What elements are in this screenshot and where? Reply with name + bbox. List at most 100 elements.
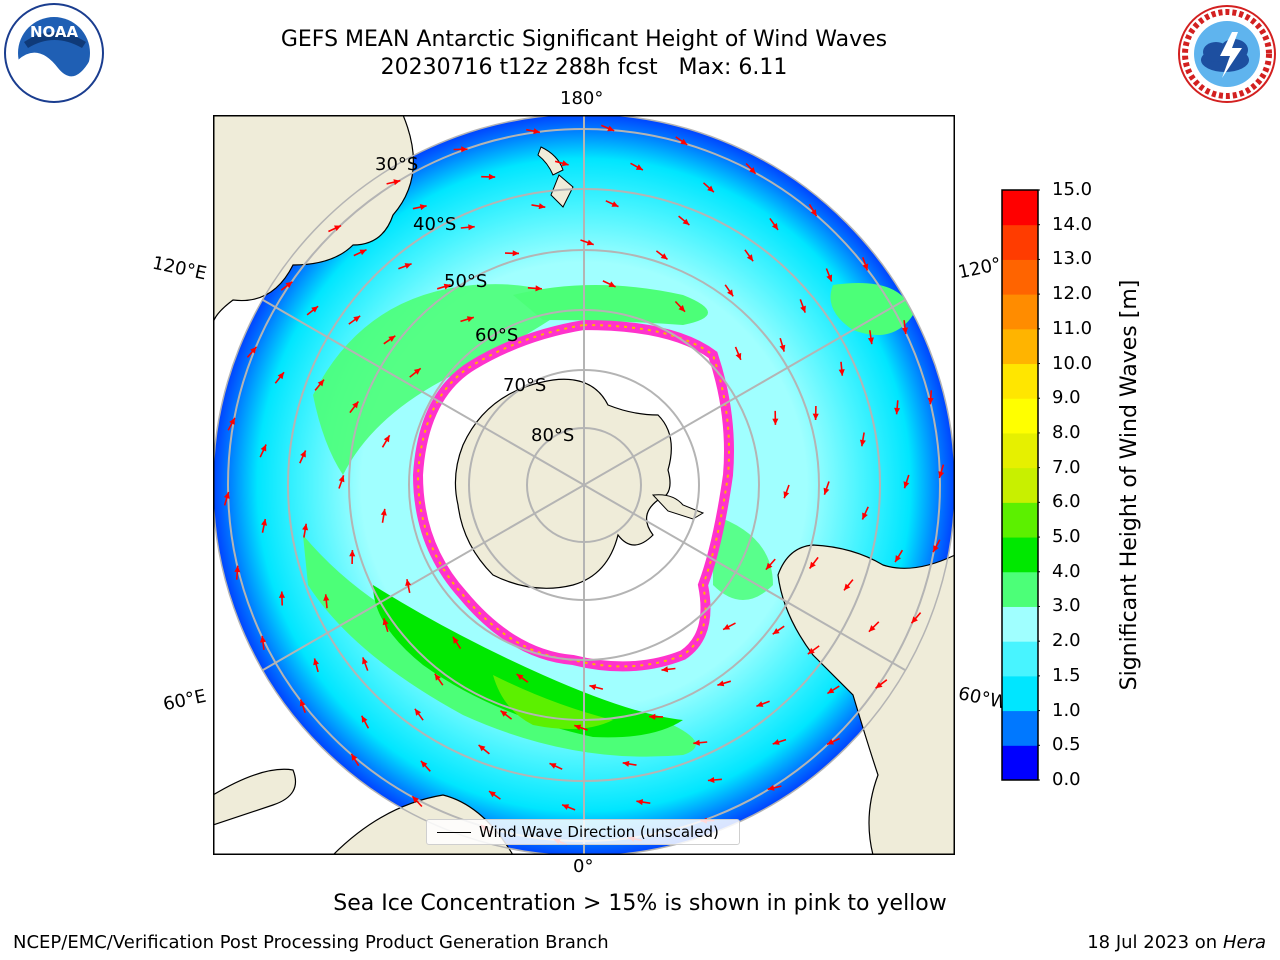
wave-arrow-head — [765, 562, 773, 570]
wave-arrow-head — [299, 699, 306, 707]
wave-arrow-head — [823, 487, 830, 495]
wave-arrow-head — [300, 450, 306, 458]
wave-arrow-head — [894, 407, 901, 415]
wave-arrow-head — [489, 791, 496, 798]
map-frame — [213, 115, 955, 855]
wave-arrow-head — [772, 418, 779, 425]
wave-arrow-head — [809, 561, 816, 569]
colorbar-tick-label: 8.0 — [1052, 421, 1081, 443]
wave-band — [830, 283, 913, 335]
colorbar-tick-label: 9.0 — [1052, 387, 1081, 409]
wave-arrow-head — [380, 508, 387, 516]
wave-arrow-head — [302, 523, 309, 531]
wave-arrow-head — [682, 218, 690, 225]
wave-arrow-head — [317, 379, 324, 387]
wave-arrow-head — [927, 397, 934, 405]
wave-arrow-head — [359, 249, 367, 256]
colorbar-tick-label: 4.0 — [1052, 560, 1081, 582]
colorbar-tick-label: 5.0 — [1052, 526, 1081, 548]
wave-arrow-head — [285, 281, 293, 288]
colorbar-segment — [1002, 294, 1038, 330]
wave-arrow-head — [812, 413, 819, 420]
wave-arrow-head — [443, 283, 451, 290]
wave-arrow-head — [574, 724, 582, 731]
antarctica-landmass — [454, 378, 672, 589]
wave-arrow-head — [680, 138, 688, 145]
wave-arrow-head — [549, 763, 557, 769]
wave-arrow-head — [746, 254, 754, 262]
wave-arrow-head — [756, 701, 764, 707]
footer-date: 18 Jul 2023 on Hera — [1087, 932, 1266, 953]
wave-arrow-head — [608, 281, 616, 287]
wave-arrow-head — [827, 687, 835, 694]
colorbar-segment — [1002, 641, 1038, 677]
wave-arrow-head — [351, 753, 358, 761]
wave-arrow-head — [535, 285, 542, 292]
wave-arrow-head — [707, 777, 715, 783]
wave-arrow-head — [875, 682, 883, 689]
colorbar — [1001, 189, 1040, 781]
wave-arrow-head — [420, 760, 428, 768]
lat-label-50s: 50°S — [444, 271, 487, 292]
wave-arrow-head — [349, 550, 356, 557]
wave-arrow-head — [727, 289, 734, 297]
wave-arrow-head — [807, 647, 815, 655]
colorbar-tick-label: 1.0 — [1052, 699, 1081, 721]
wave-arrow-head — [810, 209, 817, 217]
antarctic-peninsula — [651, 494, 705, 520]
chart-title: GEFS MEAN Antarctic Significant Height o… — [280, 27, 888, 52]
wave-arrow-head — [362, 657, 368, 665]
colorbar-tick-label: 13.0 — [1052, 248, 1093, 270]
colorbar-frame — [1001, 189, 1039, 781]
wave-arrow-head — [717, 680, 725, 687]
colorbar-segment — [1002, 190, 1038, 226]
lat-label-60s: 60°S — [475, 325, 518, 346]
colorbar-tick-label: 0.5 — [1052, 734, 1081, 756]
wave-arrow-head — [478, 745, 486, 752]
wave-arrow-head — [414, 708, 422, 716]
lat-label-80s: 80°S — [531, 425, 574, 446]
colorbar-segment — [1002, 571, 1038, 607]
wave-arrow-head — [772, 628, 780, 635]
wave-arrow-head — [383, 435, 390, 443]
legend-label: Wind Wave Direction (unscaled) — [479, 823, 719, 841]
wave-arrow-head — [260, 444, 267, 452]
wave-arrow-head — [466, 316, 474, 323]
footer-date-text: 18 Jul 2023 on — [1087, 932, 1223, 953]
wave-arrow-head — [827, 739, 834, 745]
sea-ice-caption: Sea Ice Concentration > 15% is shown in … — [333, 891, 947, 916]
wave-arrow-head — [636, 799, 644, 806]
wave-arrow-head — [334, 225, 341, 231]
wind-wave-arrows — [223, 124, 945, 846]
wave-arrow-head — [461, 146, 468, 153]
wave-arrow-head — [229, 417, 235, 425]
colorbar-tick-label: 11.0 — [1052, 317, 1093, 339]
colorbar-segment — [1002, 675, 1038, 712]
colorbar-tick-label: 14.0 — [1052, 213, 1093, 235]
wave-arrow-head — [826, 274, 833, 282]
footer-branch: NCEP/EMC/Verification Post Processing Pr… — [13, 932, 609, 953]
colorbar-segment — [1002, 224, 1038, 260]
colorbar-label: Significant Height of Wind Waves [m] — [1117, 279, 1142, 691]
wave-arrow-head — [468, 224, 475, 231]
colorbar-segment — [1002, 502, 1038, 538]
wave-arrow-head — [452, 636, 459, 644]
wave-arrow-head — [779, 344, 786, 352]
colorbar-tick-label: 10.0 — [1052, 352, 1093, 374]
wave-arrow-head — [772, 739, 780, 745]
lon-label-120e: 120°E — [150, 252, 209, 285]
wave-arrow-head — [538, 203, 546, 210]
wave-arrow-head — [500, 710, 508, 717]
legend-line-swatch — [437, 832, 471, 833]
wave-arrow-head — [678, 305, 685, 312]
lat-label-30s: 30°S — [375, 154, 418, 175]
wave-arrow-head — [311, 306, 319, 313]
lon-label-0: 0° — [573, 856, 594, 877]
nws-logo — [1178, 5, 1276, 103]
chart-subtitle: 20230716 t12z 288h fcst Max: 6.11 — [380, 55, 788, 80]
wave-arrow-head — [589, 684, 597, 691]
footer-machine: Hera — [1222, 932, 1266, 953]
wave-arrow-head — [661, 666, 669, 673]
colorbar-segment — [1002, 606, 1038, 642]
wave-arrow-head — [388, 335, 396, 342]
